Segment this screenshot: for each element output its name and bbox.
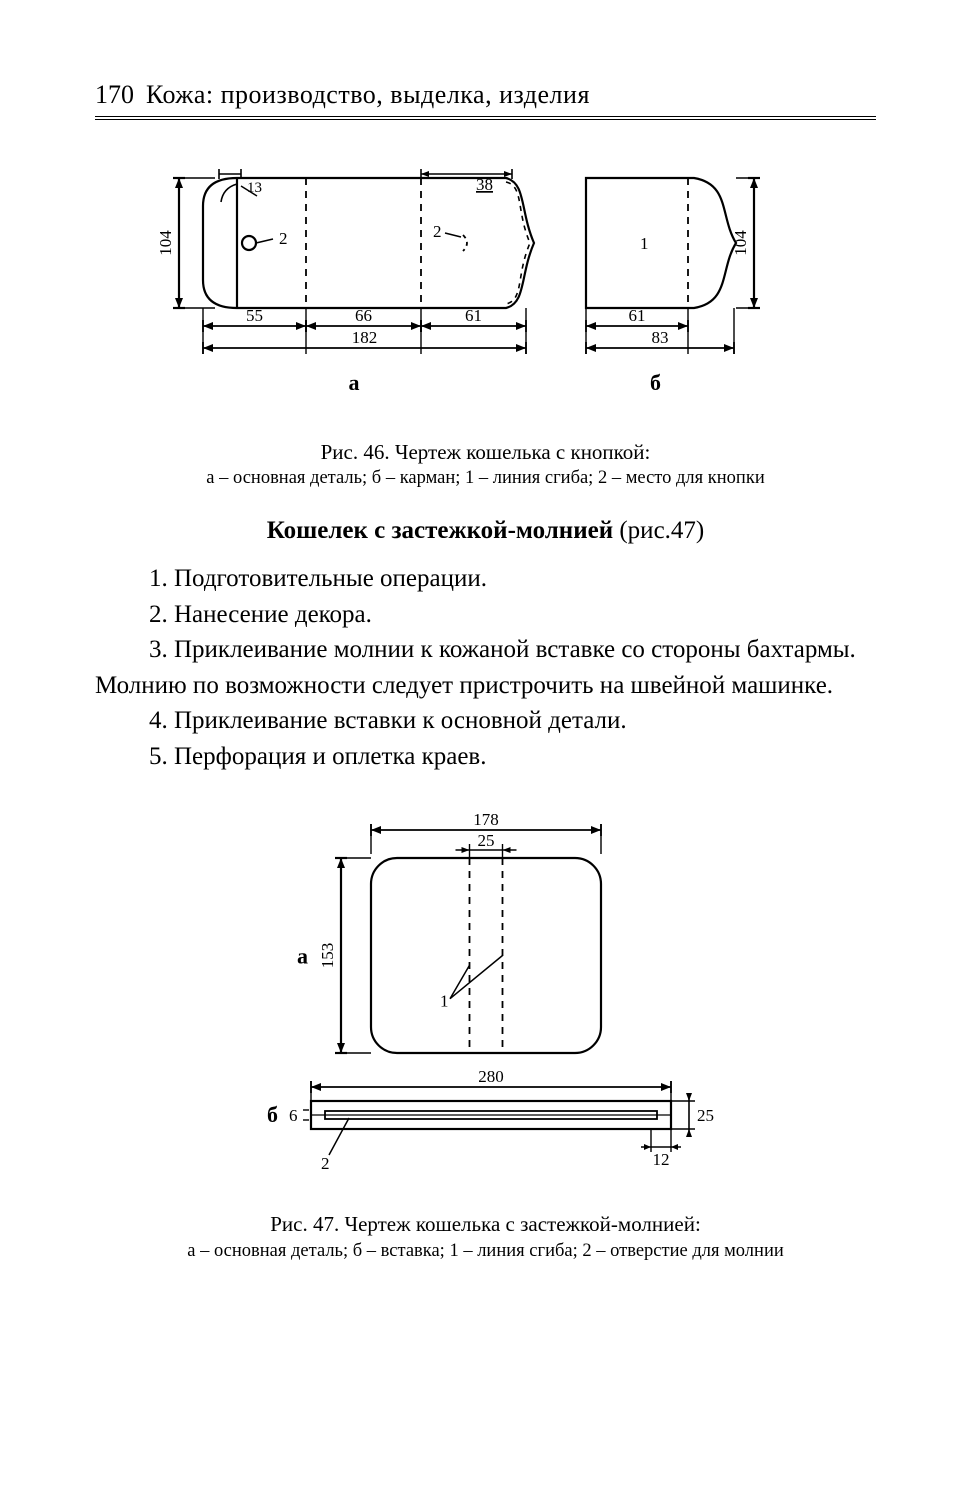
svg-text:б: б: [267, 1102, 278, 1127]
figure-46-caption-legend: а – основная деталь; б – карман; 1 – лин…: [95, 466, 876, 491]
svg-text:280: 280: [478, 1067, 504, 1086]
svg-text:2: 2: [321, 1154, 330, 1173]
svg-text:25: 25: [477, 831, 494, 850]
figure-46-caption: Рис. 46. Чертеж кошелька с кнопкой: а – …: [95, 438, 876, 491]
svg-text:б: б: [650, 370, 661, 395]
svg-text:83: 83: [651, 328, 668, 347]
svg-text:61: 61: [628, 306, 645, 325]
svg-text:66: 66: [355, 306, 372, 325]
section-heading: Кошелек с застежкой-молнией (рис.47): [95, 517, 876, 545]
svg-text:55: 55: [246, 306, 263, 325]
figure-47: 1 178 25 153 а 280 б6 25 2 12 Рис. 47. Чертеж кош…: [95, 800, 876, 1263]
paragraph: 4. Приклеивание вставки к основной детал…: [95, 703, 876, 739]
figure-46-svg: 2 2 13 38 104 55 66 61 182 а 1 104 61 83 б: [116, 148, 856, 428]
svg-text:182: 182: [351, 328, 377, 347]
svg-text:12: 12: [652, 1150, 669, 1169]
page-number: 170: [95, 80, 134, 110]
svg-text:61: 61: [465, 306, 482, 325]
svg-text:153: 153: [318, 943, 337, 969]
figure-47-caption: Рис. 47. Чертеж кошелька с застежкой-мол…: [95, 1210, 876, 1263]
svg-text:25: 25: [697, 1106, 714, 1125]
svg-text:1: 1: [440, 992, 449, 1011]
paragraph: 1. Подготовительные операции.: [95, 561, 876, 597]
header-title: Кожа: производство, выделка, изделия: [146, 80, 590, 110]
body-text: 1. Подготовительные операции.2. Нанесени…: [95, 561, 876, 774]
svg-text:104: 104: [156, 230, 175, 256]
section-heading-rest: (рис.47): [613, 517, 704, 544]
svg-text:178: 178: [473, 810, 499, 829]
page: 170 Кожа: производство, выделка, изделия…: [0, 0, 971, 1350]
figure-47-caption-legend: а – основная деталь; б – вставка; 1 – ли…: [95, 1239, 876, 1264]
svg-text:2: 2: [433, 222, 442, 241]
page-header: 170 Кожа: производство, выделка, изделия: [95, 80, 876, 120]
svg-text:2: 2: [279, 229, 288, 248]
svg-text:38: 38: [476, 175, 493, 194]
svg-text:6: 6: [289, 1106, 298, 1125]
paragraph: 3. Приклеивание молнии к кожаной вставке…: [95, 632, 876, 703]
svg-text:1: 1: [640, 234, 649, 253]
figure-46-caption-title: Рис. 46. Чертеж кошелька с кнопкой:: [95, 438, 876, 466]
figure-47-svg: 1 178 25 153 а 280 б6 25 2 12: [206, 800, 766, 1200]
svg-text:а: а: [348, 370, 359, 395]
figure-46: 2 2 13 38 104 55 66 61 182 а 1 104 61 83 б Рис. 46. Че…: [95, 148, 876, 491]
paragraph: 2. Нанесение декора.: [95, 597, 876, 633]
figure-47-caption-title: Рис. 47. Чертеж кошелька с застежкой-мол…: [95, 1210, 876, 1238]
svg-text:13: 13: [247, 180, 262, 196]
svg-text:104: 104: [731, 230, 750, 256]
section-heading-bold: Кошелек с застежкой-молнией: [267, 517, 613, 544]
paragraph: 5. Перфорация и оплетка краев.: [95, 739, 876, 775]
svg-text:а: а: [297, 944, 308, 969]
